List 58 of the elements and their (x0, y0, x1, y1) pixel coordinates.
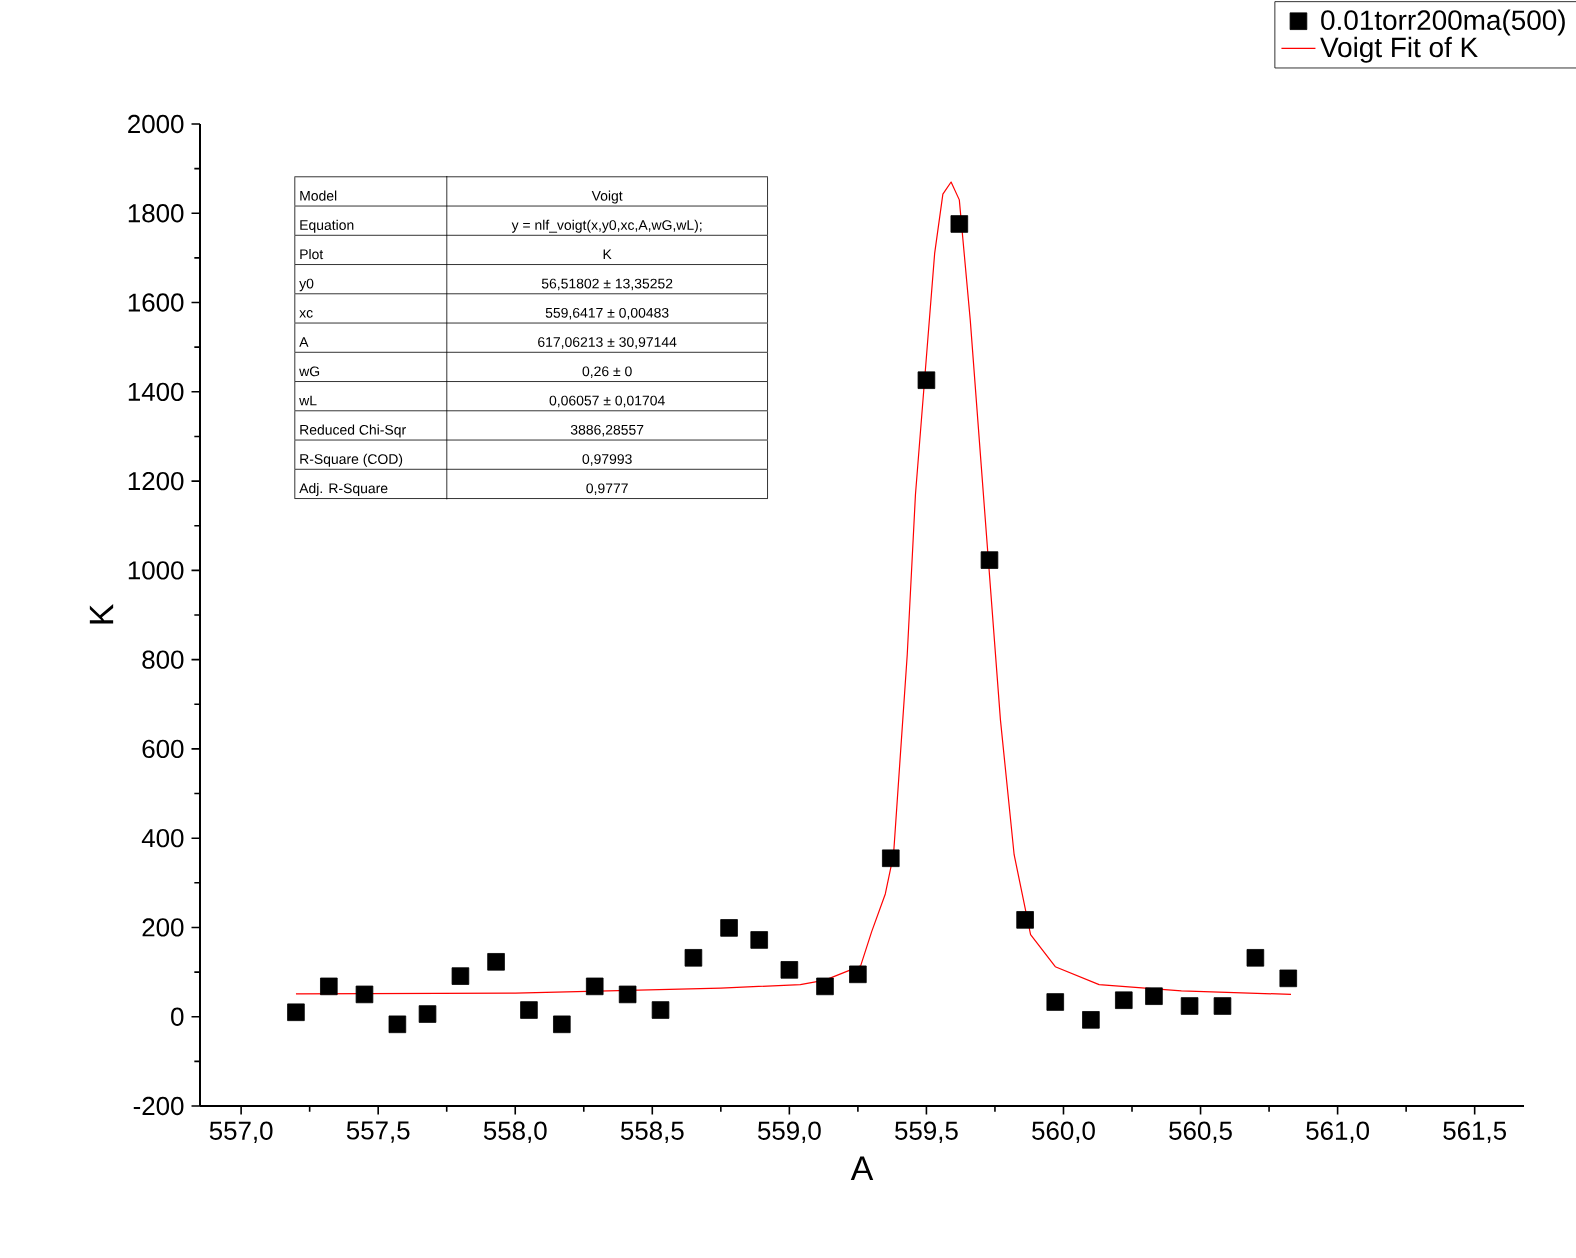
line-series (295, 181, 1292, 996)
point (917, 371, 936, 389)
y-tick-label: 0 (171, 1007, 184, 1026)
point (1046, 993, 1065, 1011)
point (1246, 949, 1265, 967)
y-tick-label: 1400 (128, 382, 184, 401)
point (1279, 969, 1298, 988)
y-tick-label: 1600 (128, 293, 184, 312)
x-tick-label: 558,0 (483, 1121, 547, 1143)
y-tick-label: 600 (142, 739, 184, 759)
point (1082, 1011, 1100, 1029)
x-tick-label: 557,5 (346, 1121, 410, 1143)
point (882, 849, 900, 868)
point (816, 977, 834, 996)
x-tick-label: 560,0 (1032, 1121, 1095, 1143)
point (1145, 987, 1163, 1005)
point (1213, 997, 1232, 1015)
y-tick-label: 1200 (128, 471, 184, 491)
point (1115, 991, 1133, 1009)
point (750, 931, 768, 949)
y-tick-label: 400 (141, 829, 184, 848)
point (651, 1001, 670, 1019)
point (585, 977, 604, 996)
point (287, 1003, 305, 1022)
x-tick-label: 557,0 (209, 1121, 273, 1143)
legend-label: 0.01torr200ma(500) (1321, 9, 1565, 36)
y-tick-label: 2000 (128, 114, 184, 134)
x-tick-label: 559,5 (895, 1121, 958, 1143)
x-tick-label: 560,5 (1169, 1121, 1232, 1143)
legend-label: Voigt Fit of K (1320, 36, 1478, 63)
x-tick-label: 561,5 (1443, 1121, 1506, 1143)
x-tick-label: 558,5 (620, 1121, 684, 1143)
point (780, 961, 799, 979)
point (684, 949, 703, 967)
point (520, 1001, 538, 1019)
point (320, 977, 338, 996)
y-tick-label: -200 (133, 1096, 184, 1116)
point (1180, 997, 1199, 1015)
point (618, 985, 637, 1004)
point (950, 215, 969, 233)
y-tick-label: 200 (142, 918, 184, 937)
y-axis-title: K (89, 604, 114, 624)
y-tick-label: 1000 (128, 561, 184, 580)
point (980, 551, 999, 569)
x-tick-label: 561,0 (1306, 1121, 1370, 1143)
y-tick-label: 800 (142, 650, 184, 669)
y-tick-label: 1800 (128, 204, 184, 223)
x-axis-title: A (850, 1156, 874, 1180)
x-tick-label: 559,0 (757, 1121, 821, 1143)
point (418, 1005, 437, 1023)
point (720, 919, 738, 937)
point (487, 953, 505, 971)
point (1016, 911, 1034, 929)
point (451, 967, 470, 985)
point (553, 1015, 571, 1034)
point (388, 1015, 407, 1034)
point (849, 965, 867, 984)
point (355, 985, 374, 1004)
